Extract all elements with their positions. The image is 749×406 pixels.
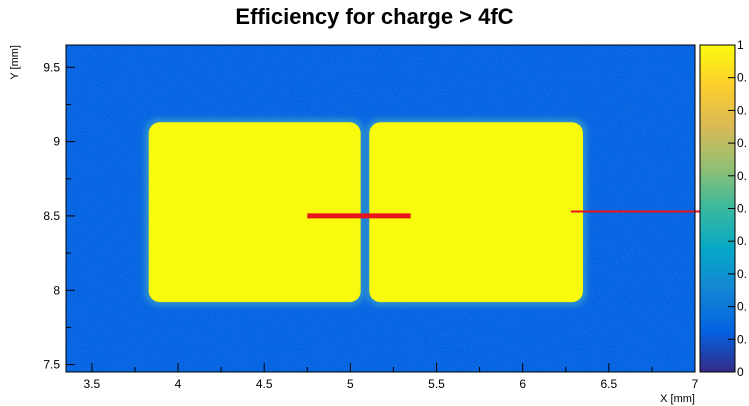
x-tick-label: 5.5 bbox=[428, 377, 445, 391]
x-tick-label: 4.5 bbox=[256, 377, 273, 391]
colorbar-tick-label: 0. bbox=[737, 234, 747, 248]
colorbar-tick-label: 0. bbox=[737, 300, 747, 314]
x-tick-label: 6 bbox=[519, 377, 526, 391]
x-tick-label: 7 bbox=[692, 377, 699, 391]
y-tick-label: 9 bbox=[53, 135, 60, 149]
y-tick-label: 8 bbox=[53, 283, 60, 297]
colorbar-tick-label: 0. bbox=[737, 169, 747, 183]
x-tick-label: 5 bbox=[347, 377, 354, 391]
x-axis-label: X [mm] bbox=[660, 393, 695, 405]
colorbar-tick-label: 0 bbox=[737, 365, 744, 379]
colorbar-tick-label: 0. bbox=[737, 332, 747, 346]
x-tick-label: 3.5 bbox=[84, 377, 101, 391]
y-axis-label: Y [mm] bbox=[9, 45, 21, 80]
colorbar-tick-label: 0. bbox=[737, 103, 747, 117]
colorbar-tick-label: 1 bbox=[737, 38, 744, 52]
y-tick-label: 8.5 bbox=[43, 209, 60, 223]
colorbar-tick-label: 0. bbox=[737, 202, 747, 216]
plot-frame bbox=[65, 44, 696, 373]
pad-1 bbox=[148, 122, 361, 303]
y-tick-label: 9.5 bbox=[43, 60, 60, 74]
pad-2 bbox=[369, 122, 583, 303]
y-tick-label: 7.5 bbox=[43, 358, 60, 372]
colorbar-tick-label: 0. bbox=[737, 267, 747, 281]
chart-title: Efficiency for charge > 4fC bbox=[235, 4, 514, 29]
colorbar-tick-label: 0. bbox=[737, 71, 747, 85]
colorbar-tick-label: 0. bbox=[737, 136, 747, 150]
x-tick-label: 6.5 bbox=[600, 377, 617, 391]
x-tick-label: 4 bbox=[175, 377, 182, 391]
